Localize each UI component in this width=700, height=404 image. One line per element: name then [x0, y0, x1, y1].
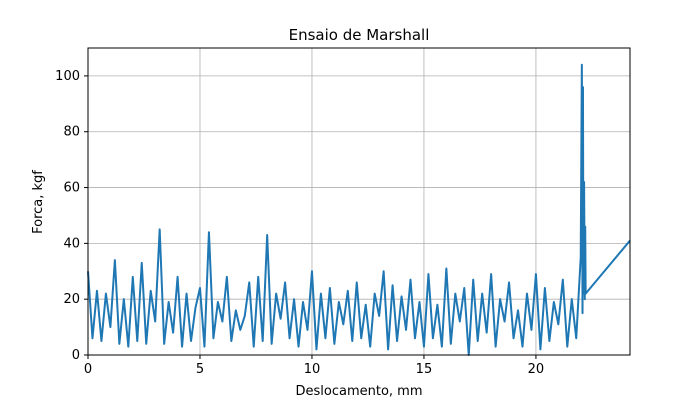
y-tick-label: 20 [63, 292, 80, 307]
y-tick-label: 60 [63, 181, 80, 196]
y-tick-label: 40 [63, 236, 80, 251]
plot-frame [87, 47, 631, 356]
y-tick-label: 100 [55, 69, 80, 84]
y-axis-label: Forca, kgf [31, 170, 46, 234]
y-tick-label: 80 [63, 125, 80, 140]
data-line [87, 63, 631, 356]
x-tick-label: 15 [416, 362, 433, 377]
x-tick-label: 0 [84, 362, 92, 377]
x-axis-label: Deslocamento, mm [295, 384, 422, 399]
chart-title: Ensaio de Marshall [289, 26, 430, 44]
x-tick-label: 5 [196, 362, 204, 377]
x-tick-label: 10 [304, 362, 321, 377]
y-tick-label: 0 [72, 348, 80, 363]
x-tick-label: 20 [528, 362, 545, 377]
